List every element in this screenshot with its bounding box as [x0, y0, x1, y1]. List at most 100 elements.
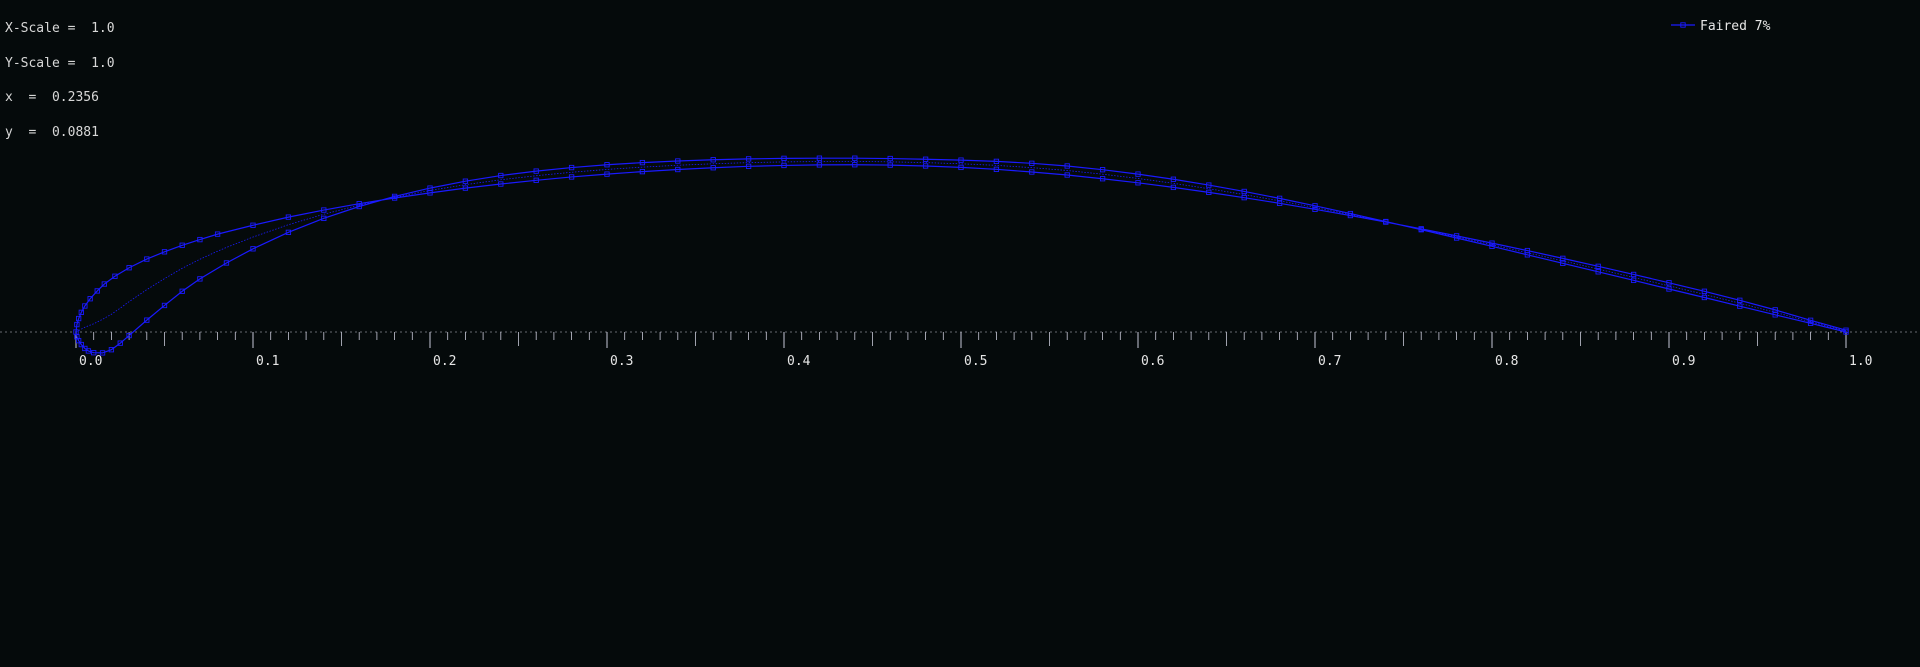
data-point-marker	[1170, 184, 1177, 191]
data-point-marker	[223, 260, 230, 266]
data-point-marker	[710, 157, 716, 163]
data-point-marker	[1666, 286, 1672, 292]
data-point-marker	[498, 172, 504, 179]
x-tick-label: 0.5	[964, 354, 987, 369]
data-point-marker	[1383, 219, 1389, 225]
data-point-marker	[745, 163, 752, 169]
data-point-marker	[1418, 226, 1424, 232]
data-point-marker	[887, 162, 893, 168]
x-tick-label: 0.1	[256, 354, 279, 369]
data-point-marker	[91, 350, 97, 356]
data-point-marker	[1099, 167, 1106, 173]
data-point-marker	[1772, 312, 1778, 318]
x-tick-label: 0.0	[79, 354, 102, 369]
data-point-marker	[745, 156, 752, 162]
data-point-marker	[1064, 172, 1070, 178]
data-point-marker	[1276, 200, 1283, 206]
data-point-marker	[816, 162, 823, 168]
airfoil-series	[73, 155, 1849, 356]
data-point-marker	[1170, 176, 1177, 182]
data-point-marker	[82, 345, 88, 352]
x-scale-readout: X-Scale = 1.0	[5, 21, 115, 36]
data-point-marker	[958, 157, 964, 163]
data-point-marker	[82, 303, 88, 309]
airfoil-outline	[75, 157, 1847, 354]
x-tick-label: 0.7	[1318, 354, 1341, 369]
data-point-marker	[126, 332, 132, 339]
data-point-marker	[639, 168, 646, 175]
data-point-marker	[462, 178, 469, 184]
data-point-marker	[179, 242, 185, 248]
data-point-marker	[675, 166, 681, 173]
data-point-marker	[321, 207, 327, 213]
data-point-marker	[1276, 195, 1283, 202]
y-coordinate-readout: y = 0.0881	[5, 124, 99, 140]
data-point-marker	[94, 288, 100, 294]
data-point-marker	[356, 203, 362, 210]
data-point-marker	[781, 162, 787, 169]
data-point-marker	[710, 165, 716, 171]
data-point-marker	[74, 321, 80, 328]
data-point-marker	[1666, 280, 1672, 286]
x-coordinate-readout: x = 0.2356	[5, 90, 99, 105]
data-point-marker	[78, 341, 84, 348]
data-point-marker	[1595, 263, 1601, 269]
data-point-marker	[1029, 160, 1035, 166]
data-point-marker	[958, 164, 964, 171]
data-point-marker	[76, 315, 82, 322]
data-point-marker	[1029, 169, 1035, 175]
data-point-marker	[1064, 163, 1070, 169]
data-point-marker	[356, 201, 362, 207]
data-point-marker	[161, 302, 168, 309]
legend-marker-swatch	[1680, 22, 1686, 28]
data-point-marker	[1807, 317, 1814, 323]
data-point-marker	[1312, 203, 1318, 209]
data-point-marker	[73, 329, 79, 335]
data-point-marker	[99, 350, 106, 356]
data-point-marker	[922, 156, 929, 162]
data-point-marker	[1843, 327, 1849, 333]
x-tick-label: 0.6	[1141, 354, 1164, 369]
data-point-marker	[781, 155, 787, 162]
data-point-marker	[285, 229, 292, 235]
data-point-marker	[852, 155, 858, 161]
x-tick-label: 0.4	[787, 354, 811, 369]
data-point-marker	[852, 162, 858, 168]
data-point-marker	[427, 190, 433, 196]
data-point-marker	[1630, 271, 1637, 278]
legend-label: Faired 7%	[1700, 19, 1771, 34]
data-point-marker	[675, 158, 681, 164]
legend: Faired 7%	[1671, 19, 1771, 34]
data-point-marker	[126, 265, 132, 271]
data-point-marker	[1630, 277, 1637, 283]
data-point-marker	[1524, 247, 1531, 254]
data-point-marker	[1347, 212, 1354, 219]
data-point-marker	[250, 246, 256, 252]
data-point-marker	[161, 249, 168, 255]
data-point-marker	[1206, 182, 1212, 188]
x-axis: 0.0 0.1 0.2 0.3 0.4 0.5 0.6 0.7 0.8 0.9 1.0	[0, 331, 1920, 369]
data-point-marker	[568, 164, 575, 171]
data-point-marker	[1701, 288, 1708, 294]
data-point-marker	[816, 155, 823, 161]
data-point-marker	[993, 166, 1000, 172]
data-point-marker	[1807, 320, 1814, 326]
data-point-marker	[179, 288, 185, 294]
data-point-marker	[1772, 307, 1778, 313]
data-point-marker	[1312, 206, 1318, 212]
data-point-marker	[993, 158, 1000, 165]
data-point-marker	[1701, 294, 1708, 301]
data-point-marker	[1135, 180, 1141, 186]
data-point-marker	[1560, 260, 1566, 266]
x-tick-label: 0.8	[1495, 354, 1518, 369]
scale-readout: X-Scale = 1.0 Y-Scale = 1.0 x = 0.2356 y…	[5, 0, 115, 161]
data-point-marker	[462, 185, 469, 191]
data-point-marker	[1737, 303, 1743, 309]
data-point-marker	[922, 163, 929, 169]
data-point-marker	[1241, 195, 1247, 201]
data-point-marker	[1453, 233, 1460, 239]
data-point-marker	[1099, 176, 1106, 182]
data-point-marker	[285, 214, 292, 220]
